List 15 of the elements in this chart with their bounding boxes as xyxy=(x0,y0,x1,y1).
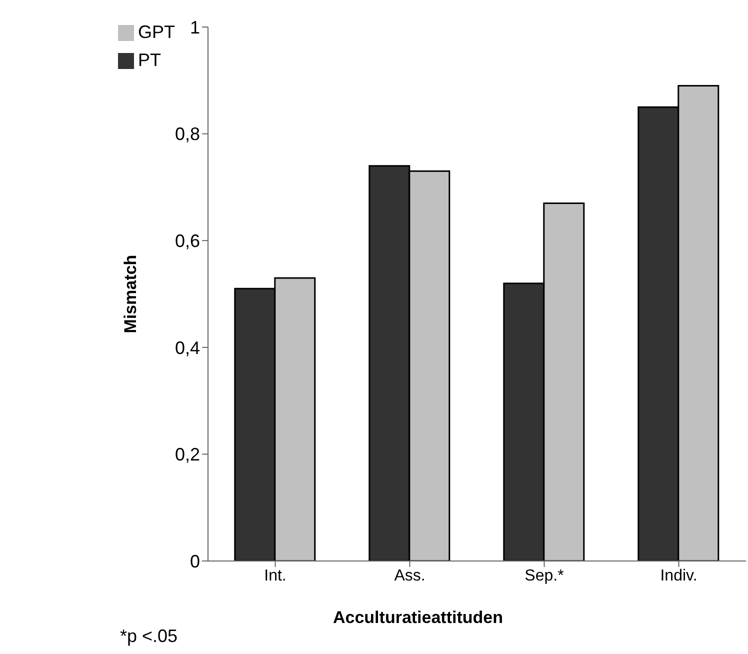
x-axis-title: Acculturatieattituden xyxy=(332,608,504,627)
y-tick-label: 0 xyxy=(190,551,200,572)
x-tick-label: Sep.* xyxy=(524,567,564,584)
y-tick-label: 0,2 xyxy=(174,444,200,465)
y-axis-title: Mismatch xyxy=(121,254,140,334)
y-tick-label: 0,8 xyxy=(174,124,200,144)
text: *p <.05 xyxy=(120,626,178,647)
legend-label: GPT xyxy=(138,22,176,42)
y-tick-label: 0,6 xyxy=(174,230,200,251)
legend-label: PT xyxy=(138,50,162,70)
x-tick-label: Int. xyxy=(264,567,286,584)
y-tick-label: 0,4 xyxy=(174,338,200,358)
y-tick-label: 1 xyxy=(190,17,200,38)
x-tick-label: Indiv. xyxy=(660,567,698,584)
x-tick-label: Ass. xyxy=(394,567,426,584)
